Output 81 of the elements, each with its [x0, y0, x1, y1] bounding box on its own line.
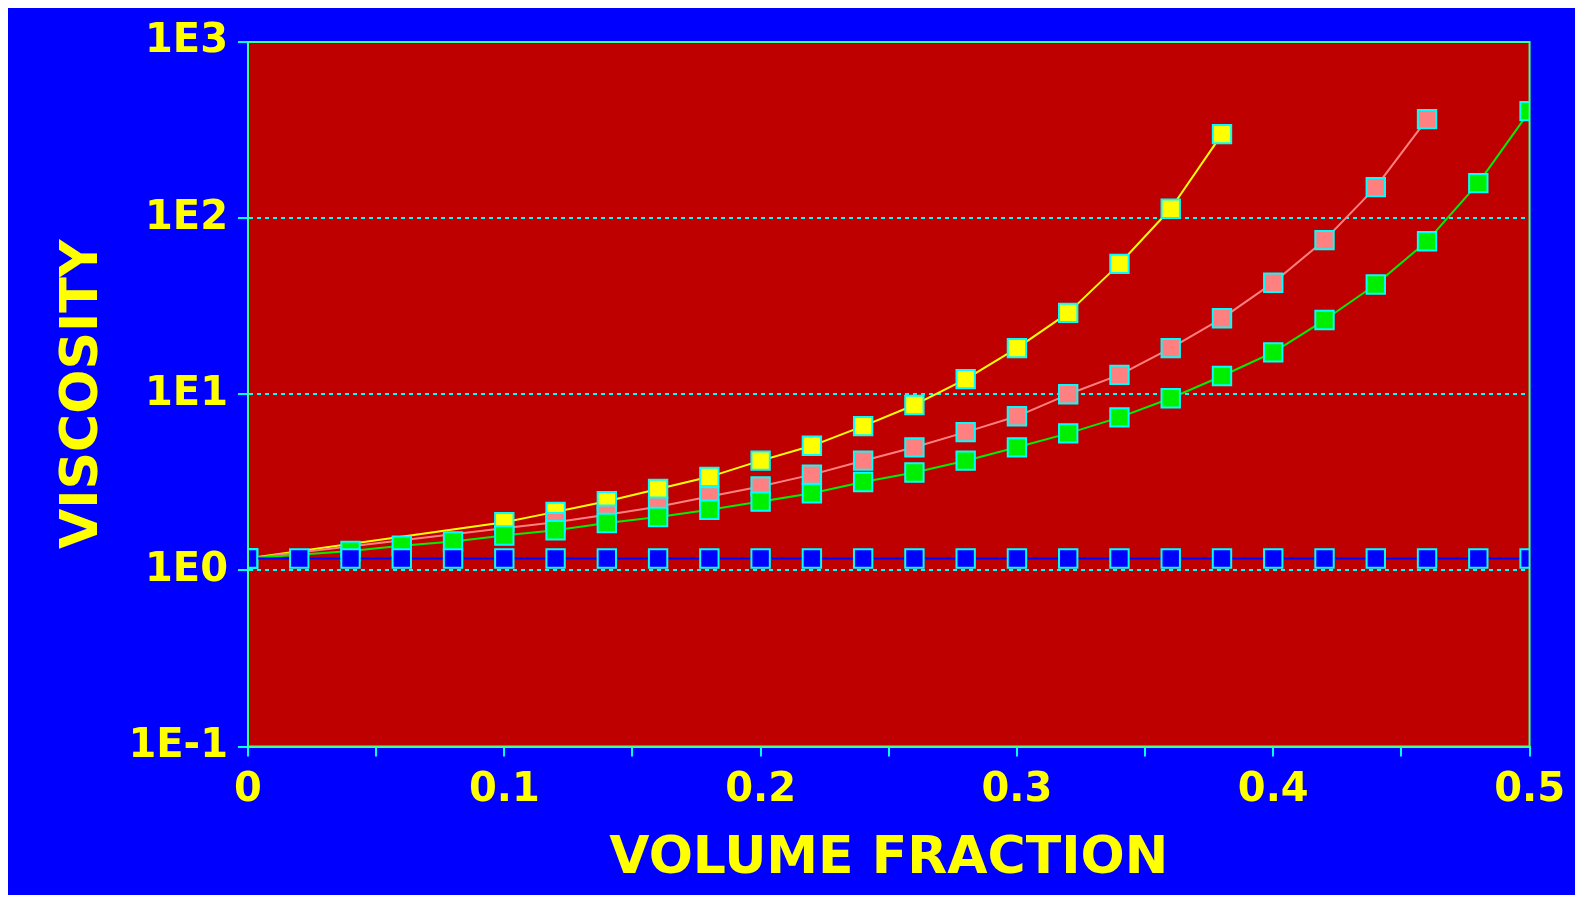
point — [955, 450, 976, 471]
point — [1263, 272, 1284, 293]
point — [1006, 406, 1028, 427]
point — [1468, 172, 1489, 194]
point — [750, 450, 771, 471]
point — [1416, 108, 1438, 130]
point — [801, 435, 823, 456]
point — [1314, 548, 1335, 569]
y-tick-label: 1E3 — [144, 15, 228, 62]
point — [1263, 342, 1284, 363]
point — [1263, 548, 1284, 569]
point — [1006, 337, 1028, 359]
point — [1058, 548, 1079, 569]
point — [1160, 337, 1181, 359]
point — [647, 548, 669, 569]
y-tick-label: 1E-1 — [128, 719, 228, 766]
point — [1109, 548, 1130, 569]
point — [955, 421, 976, 443]
x-tick-label: 0.2 — [725, 763, 797, 810]
point — [1314, 309, 1335, 331]
point — [1109, 253, 1130, 275]
point — [596, 548, 618, 569]
x-tick-label: 0.3 — [981, 763, 1053, 810]
point — [1365, 274, 1386, 295]
point — [1006, 437, 1028, 458]
x-axis-title: VOLUME FRACTION — [609, 825, 1169, 886]
point — [1468, 548, 1489, 569]
point — [904, 462, 925, 483]
point — [1109, 407, 1130, 428]
point — [801, 464, 823, 485]
x-tick-label: 0.4 — [1237, 763, 1309, 810]
point — [904, 548, 925, 569]
point — [1314, 229, 1335, 251]
x-tick-label: 0.1 — [468, 763, 540, 810]
point — [647, 506, 669, 528]
point — [1109, 364, 1130, 386]
point — [442, 548, 464, 569]
point — [1006, 548, 1028, 569]
point — [699, 499, 720, 520]
point — [955, 548, 976, 569]
y-tick-label: 1E0 — [144, 543, 228, 590]
point — [596, 512, 618, 534]
point — [1058, 302, 1079, 324]
point — [1058, 384, 1079, 405]
point — [289, 548, 310, 569]
point — [1211, 308, 1233, 329]
point — [1365, 176, 1386, 198]
point — [1211, 548, 1233, 569]
point — [801, 548, 823, 569]
point — [1416, 548, 1438, 569]
point — [699, 466, 720, 488]
point — [852, 471, 874, 493]
y-axis-title: VISCOSITY — [48, 238, 109, 549]
point — [494, 525, 515, 546]
point — [904, 394, 925, 416]
point — [340, 548, 361, 569]
point — [852, 450, 874, 471]
point — [801, 483, 823, 504]
point — [1160, 388, 1181, 409]
point — [750, 548, 771, 569]
point — [699, 548, 720, 569]
point — [391, 548, 412, 569]
y-tick-label: 1E1 — [144, 367, 228, 414]
point — [955, 368, 976, 390]
point — [750, 491, 771, 512]
point — [1211, 123, 1233, 145]
point — [904, 437, 925, 458]
point — [1365, 548, 1386, 569]
point — [852, 548, 874, 569]
point — [494, 548, 515, 569]
point — [1416, 230, 1438, 252]
point — [545, 520, 566, 541]
x-tick-label: 0 — [234, 763, 262, 810]
point — [1058, 423, 1079, 444]
point — [1160, 198, 1181, 219]
point — [545, 548, 566, 569]
point — [1211, 365, 1233, 387]
y-tick-label: 1E2 — [144, 191, 228, 238]
point — [852, 415, 874, 437]
x-tick-label: 0.5 — [1494, 763, 1565, 810]
point — [1160, 548, 1181, 569]
